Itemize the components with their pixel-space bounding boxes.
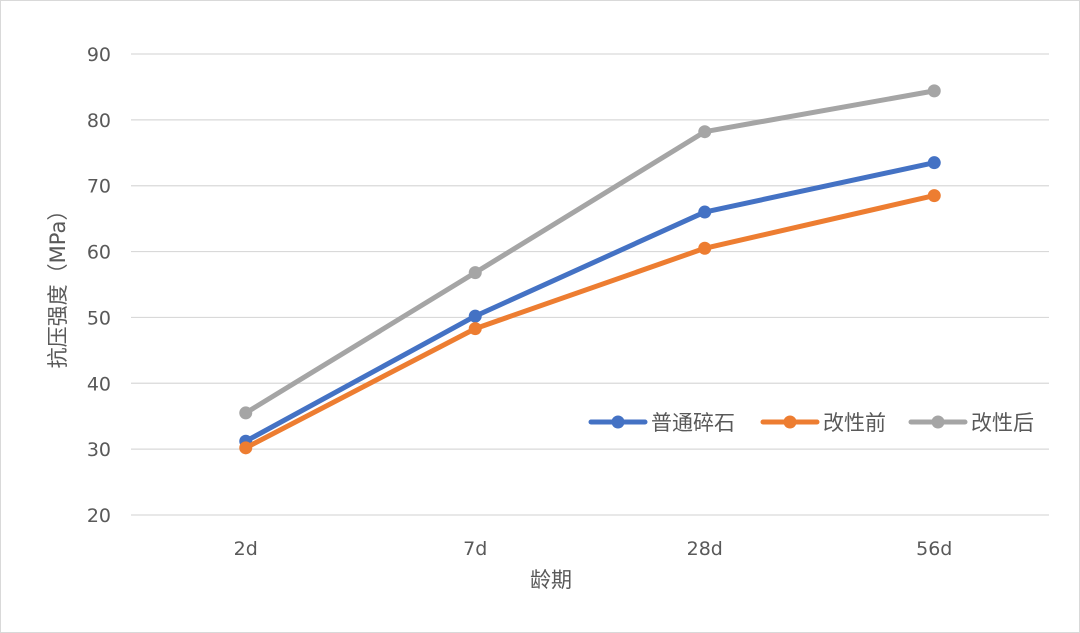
x-tick-label: 2d (234, 538, 258, 560)
x-tick-labels: 2d 7d 28d 56d (234, 538, 953, 560)
data-point (468, 322, 482, 336)
y-tick-label: 30 (87, 439, 111, 461)
series-line (243, 88, 937, 416)
y-tick-label: 80 (87, 110, 111, 132)
data-point (698, 205, 712, 219)
y-tick-label: 70 (87, 176, 111, 198)
data-point (698, 125, 712, 139)
series-group (239, 84, 941, 420)
legend-swatch-marker (611, 415, 625, 429)
legend-swatch-marker (931, 415, 945, 429)
legend-item: 改性后 (908, 411, 1034, 435)
data-point (927, 189, 941, 203)
y-tick-labels: 20 30 40 50 60 70 80 90 (87, 44, 111, 527)
data-point (239, 406, 253, 420)
legend-item: 普通碎石 (588, 411, 735, 435)
legend-label: 改性前 (823, 411, 886, 435)
data-point (927, 84, 941, 98)
data-point (468, 309, 482, 323)
y-tick-label: 50 (87, 307, 111, 329)
series-line (243, 193, 937, 451)
y-tick-label: 60 (87, 242, 111, 264)
series-lines (239, 84, 941, 455)
series-group (239, 189, 941, 455)
legend-item: 改性前 (760, 411, 886, 435)
legend-swatch-marker (783, 415, 797, 429)
data-point (468, 266, 482, 280)
legend-label: 改性后 (971, 411, 1034, 435)
y-tick-label: 40 (87, 373, 111, 395)
y-axis-title: 抗压强度（MPa） (46, 200, 70, 369)
data-point (698, 241, 712, 255)
data-point (239, 441, 253, 455)
x-axis-title: 龄期 (530, 568, 572, 592)
y-tick-label: 90 (87, 44, 111, 66)
x-tick-label: 7d (463, 538, 487, 560)
gridlines (131, 53, 1049, 516)
data-point (927, 156, 941, 170)
x-tick-label: 28d (687, 538, 723, 560)
x-tick-label: 56d (916, 538, 952, 560)
legend: 普通碎石 改性前 改性后 (588, 411, 1034, 435)
series-line (243, 160, 937, 444)
y-tick-label: 20 (87, 505, 111, 527)
legend-label: 普通碎石 (651, 411, 735, 435)
